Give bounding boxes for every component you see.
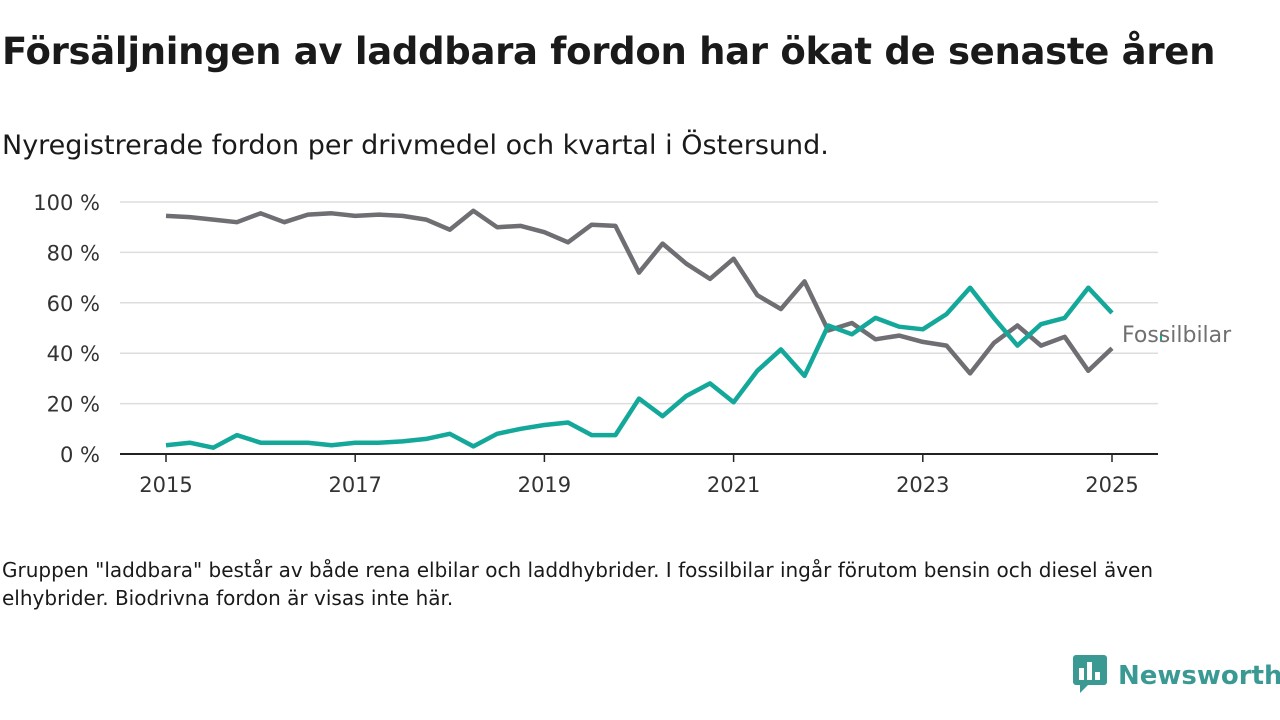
line-chart: 0 % 20 % 40 % 60 % 80 % 100 % 2015 2017 2019 2021… <box>33 191 1232 497</box>
series-line-fossilbilar <box>165 208 1114 376</box>
series-line-laddbara <box>165 285 1114 450</box>
x-tick-label: 2015 <box>139 473 192 497</box>
footnote: Gruppen "laddbara" består av både rena e… <box>2 558 1154 610</box>
y-tick-label: 100 % <box>33 191 100 215</box>
y-tick-label: 80 % <box>47 241 100 265</box>
x-tick-label: 2019 <box>518 473 571 497</box>
newsworthy-logo-icon <box>1072 654 1108 698</box>
chart-title: Försäljningen av laddbara fordon har öka… <box>2 30 1216 73</box>
x-tick-label: 2025 <box>1085 473 1138 497</box>
y-tick-label: 20 % <box>47 393 100 417</box>
y-tick-label: 40 % <box>47 342 100 366</box>
brand-logo[interactable]: Newsworthy <box>1072 654 1280 698</box>
x-tick-label: 2023 <box>896 473 949 497</box>
series-label-fossilbilar: Fossilbilar <box>1122 323 1232 348</box>
brand-name: Newsworthy <box>1118 661 1280 691</box>
x-tick-label: 2017 <box>328 473 381 497</box>
y-tick-label: 60 % <box>47 292 100 316</box>
x-tick-label: 2021 <box>707 473 760 497</box>
y-tick-label: 0 % <box>60 443 100 467</box>
chart-subtitle: Nyregistrerade fordon per drivmedel och … <box>2 130 829 161</box>
